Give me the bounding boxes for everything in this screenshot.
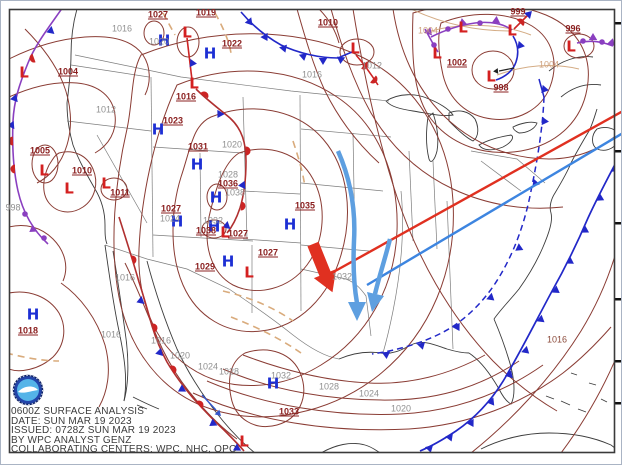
- northeast-low-fronts: [492, 10, 535, 81]
- blue-annotation-line: [366, 132, 621, 287]
- red-annotation-line: [327, 110, 621, 277]
- isobars: [10, 10, 614, 452]
- rockies-stationary-front: [186, 37, 251, 234]
- coastlines: [66, 10, 614, 452]
- warm-front-stub: [355, 54, 380, 86]
- noaa-logo: [12, 374, 44, 406]
- edge-ticks: [615, 22, 621, 405]
- analysis-centers: COLLABORATING CENTERS: WPC, NHC, OPC: [11, 444, 237, 456]
- analysis-issued: ISSUED: 0728Z SUN MAR 19 2023: [11, 425, 176, 437]
- trough-lines: [10, 12, 306, 362]
- blue-flow-arrow-short: [367, 238, 393, 312]
- analysis-info-block: 0600Z SURFACE ANALYSIS DATE: SUN MAR 19 …: [11, 407, 236, 455]
- analysis-title: 0600Z SURFACE ANALYSIS: [11, 406, 145, 417]
- blue-flow-arrow-long: [335, 150, 366, 321]
- mexico-stationary-front: [118, 216, 245, 452]
- east-coast-dissipating-front: [371, 78, 550, 360]
- fronts-layer: [10, 10, 614, 452]
- analysis-analyst: BY WPC ANALYST GENZ: [11, 434, 132, 446]
- state-borders: [66, 54, 546, 360]
- red-annotation-arrow: [307, 241, 337, 293]
- canada-occluded-front: [430, 15, 513, 38]
- analysis-date: DATE: SUN MAR 19 2023: [11, 415, 132, 427]
- small-blue-arrow: [201, 394, 224, 419]
- great-lakes-occluded-front: [424, 25, 439, 53]
- map-frame: [8, 8, 616, 454]
- movement-arrow: [498, 67, 515, 72]
- nova-scotia-occluded-front: [576, 33, 614, 47]
- pacific-occluded-front: [10, 10, 62, 245]
- annotations-layer: [307, 110, 621, 321]
- atlantic-cold-front: [419, 164, 614, 452]
- plains-cold-front: [240, 11, 353, 65]
